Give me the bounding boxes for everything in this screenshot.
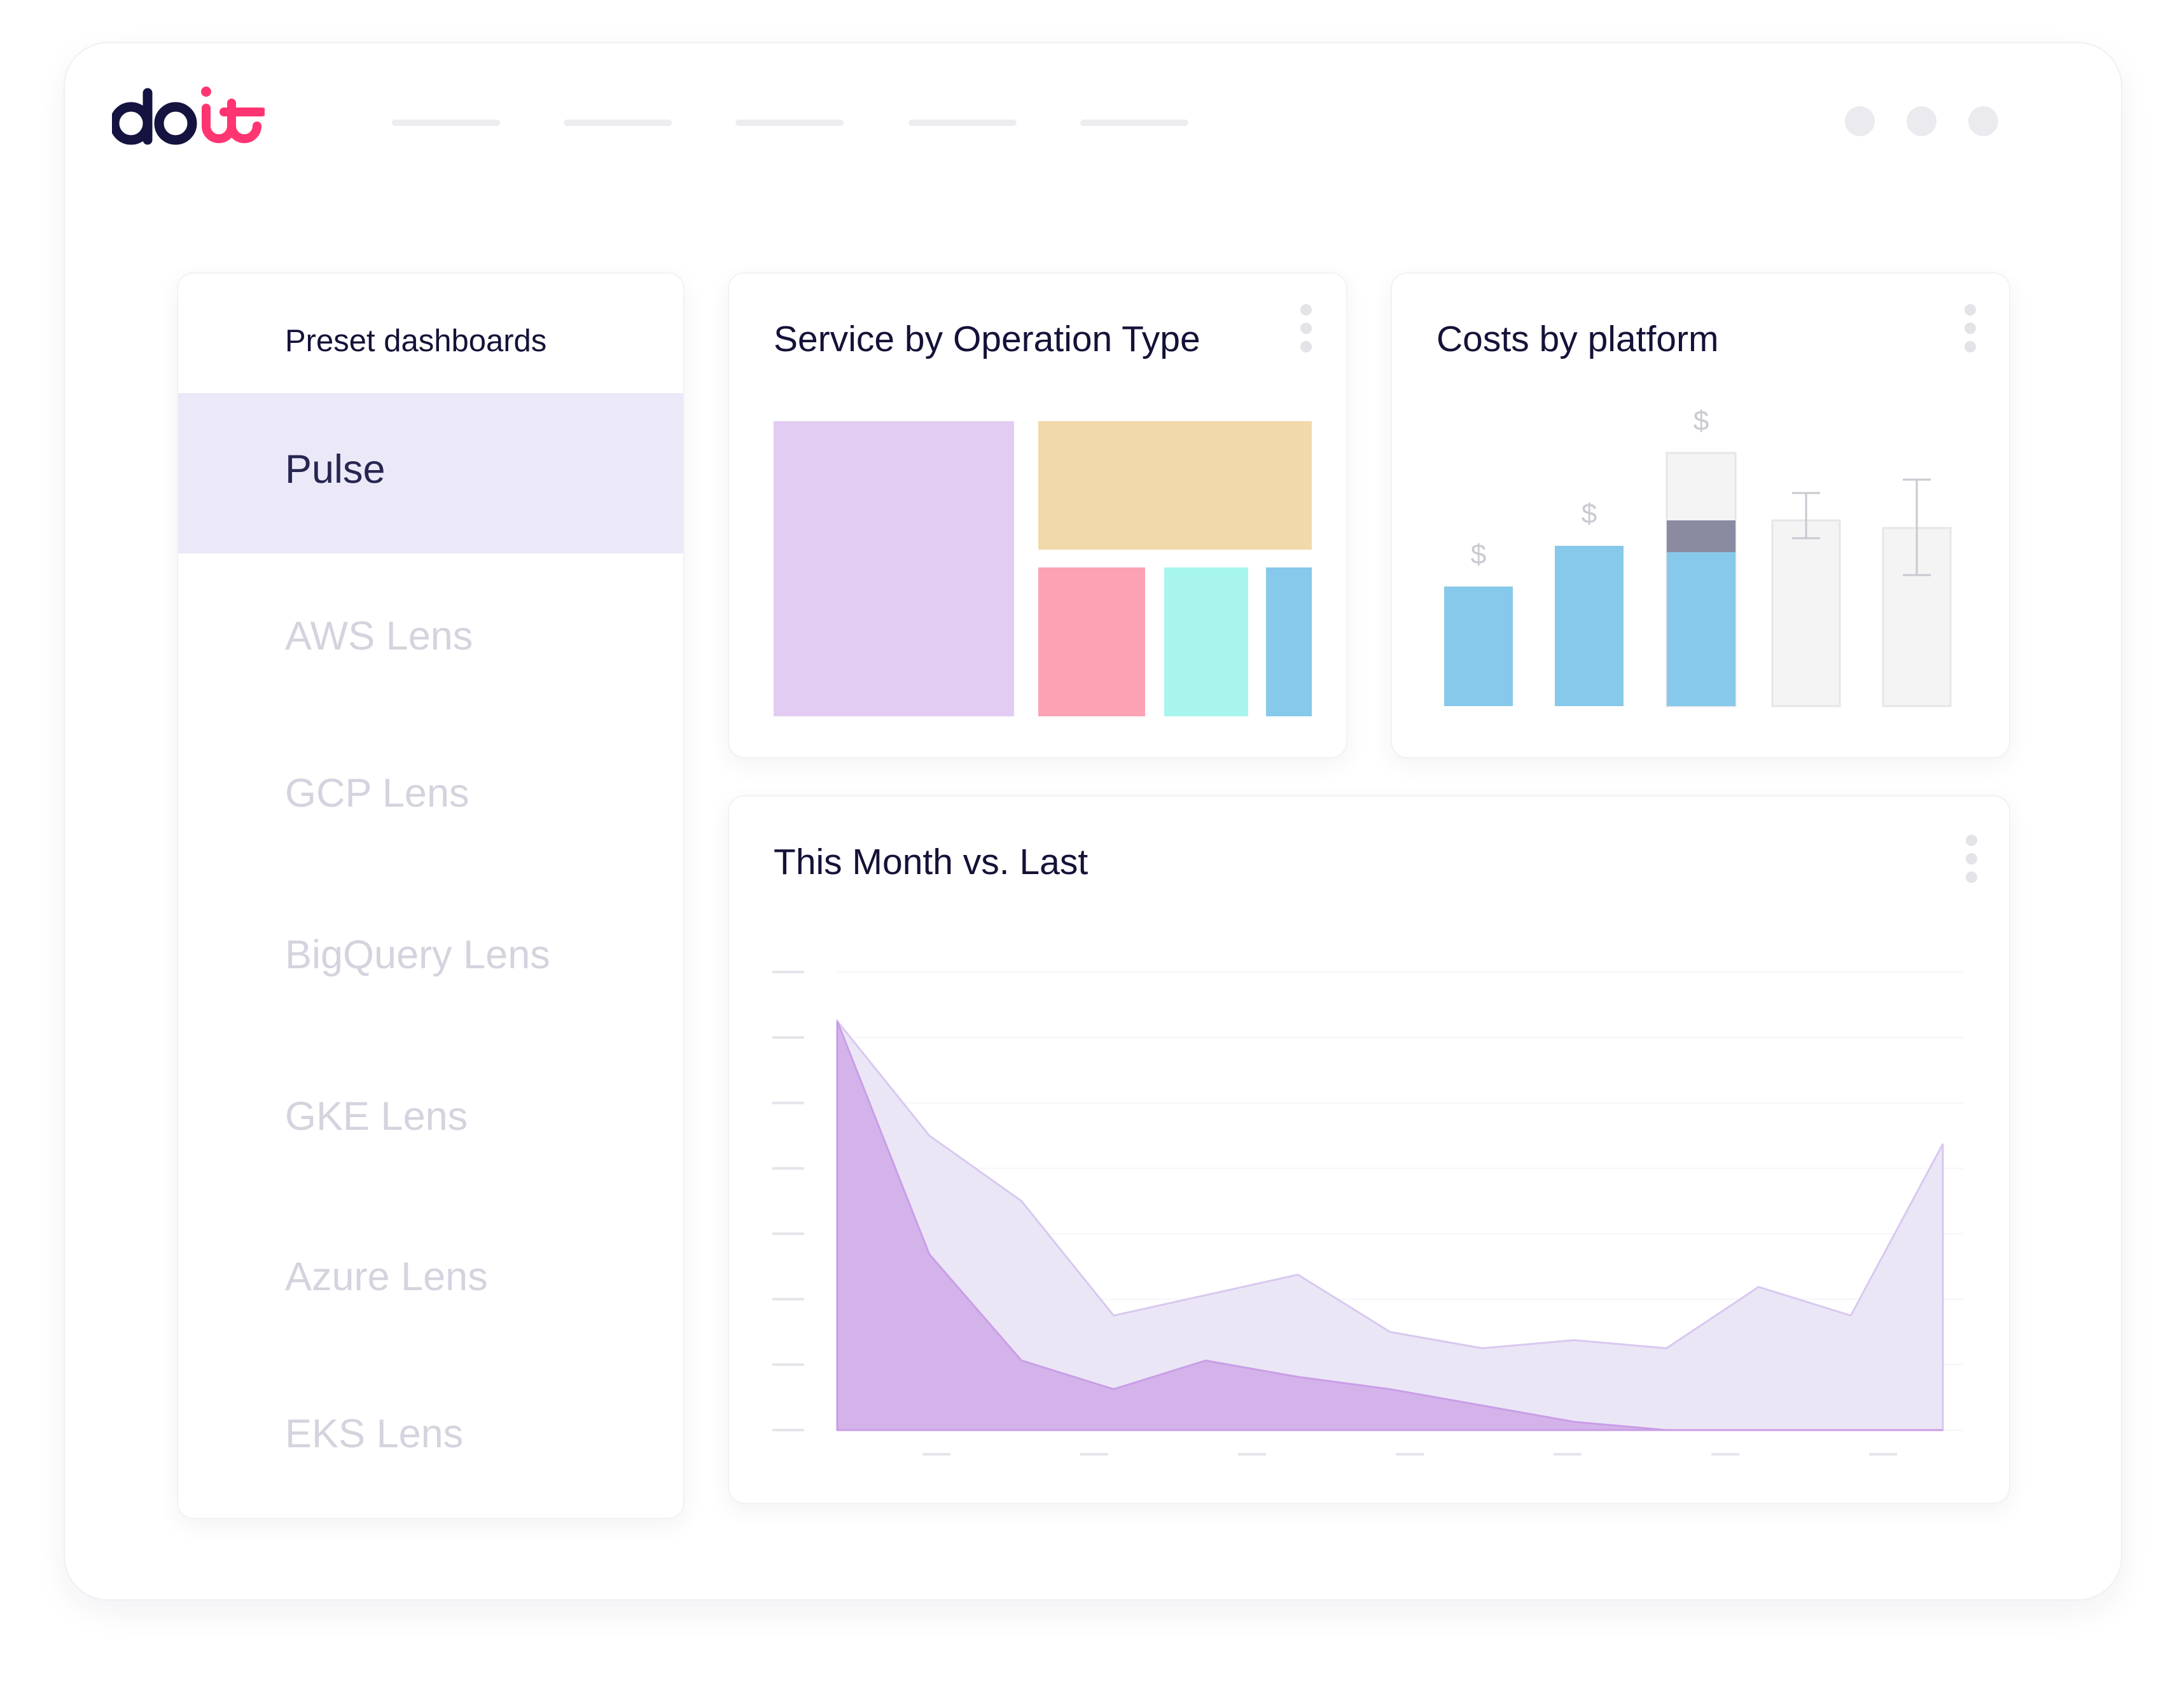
bar-ghost xyxy=(1771,519,1841,707)
sidebar-item-gke-lens[interactable]: GKE Lens xyxy=(178,1040,683,1200)
platform-bar-chart: $ $ $ xyxy=(1444,405,1952,707)
sidebar-item-label: BigQuery Lens xyxy=(285,933,550,977)
sidebar-item-eks-lens[interactable]: EKS Lens xyxy=(178,1358,683,1518)
bar xyxy=(1555,546,1624,706)
sidebar-item-pulse[interactable]: Pulse xyxy=(178,393,683,553)
nav-placeholder[interactable] xyxy=(1080,120,1188,126)
preset-dashboards-panel: Preset dashboards Pulse AWS Lens GCP Len… xyxy=(177,272,685,1519)
sidebar-item-bigquery-lens[interactable]: BigQuery Lens xyxy=(178,879,683,1039)
treemap-tile xyxy=(1266,567,1312,716)
this-month-vs-last-widget: This Month vs. Last xyxy=(728,795,2010,1504)
treemap-tile xyxy=(1038,421,1312,550)
kebab-menu-icon[interactable] xyxy=(1965,835,1979,886)
costs-by-platform-widget: Costs by platform $ $ $ xyxy=(1391,272,2010,758)
bar-value-label: $ xyxy=(1471,539,1486,570)
doit-logo: doit xyxy=(112,87,265,145)
window-dot[interactable] xyxy=(1968,106,1998,136)
sidebar-item-label: Azure Lens xyxy=(285,1255,488,1299)
window-dot[interactable] xyxy=(1907,106,1937,136)
nav-placeholder[interactable] xyxy=(392,120,500,126)
month-area-chart xyxy=(772,971,1963,1456)
sidebar-item-aws-lens[interactable]: AWS Lens xyxy=(178,560,683,720)
sidebar-item-label: GCP Lens xyxy=(285,771,469,816)
treemap-chart xyxy=(774,421,1312,716)
nav-placeholder[interactable] xyxy=(908,120,1017,126)
sidebar-item-label: GKE Lens xyxy=(285,1094,468,1139)
widget-title: Service by Operation Type xyxy=(774,319,1200,359)
kebab-menu-icon[interactable] xyxy=(1963,304,1977,355)
bar-stacked-segment xyxy=(1667,520,1735,552)
sidebar-heading: Preset dashboards xyxy=(285,324,547,358)
nav-placeholder[interactable] xyxy=(735,120,844,126)
sidebar-item-label: EKS Lens xyxy=(285,1412,464,1456)
treemap-tile xyxy=(774,421,1014,716)
treemap-tile xyxy=(1038,567,1145,716)
treemap-tile xyxy=(1164,567,1248,716)
kebab-menu-icon[interactable] xyxy=(1299,304,1313,355)
widget-title: This Month vs. Last xyxy=(774,842,1089,882)
sidebar-item-label: Pulse xyxy=(285,447,386,492)
sidebar-item-gcp-lens[interactable]: GCP Lens xyxy=(178,717,683,877)
bar xyxy=(1444,587,1513,706)
bar-value-label: $ xyxy=(1582,498,1597,529)
widget-title: Costs by platform xyxy=(1436,319,1719,359)
area-series xyxy=(836,1018,1944,1431)
service-by-operation-type-widget: Service by Operation Type xyxy=(728,272,1347,758)
bar-value-label: $ xyxy=(1694,405,1709,436)
window-dot[interactable] xyxy=(1845,106,1875,136)
sidebar-item-azure-lens[interactable]: Azure Lens xyxy=(178,1200,683,1361)
area-series xyxy=(836,1020,1943,1431)
sidebar-item-label: AWS Lens xyxy=(285,614,473,658)
nav-placeholder[interactable] xyxy=(564,120,672,126)
